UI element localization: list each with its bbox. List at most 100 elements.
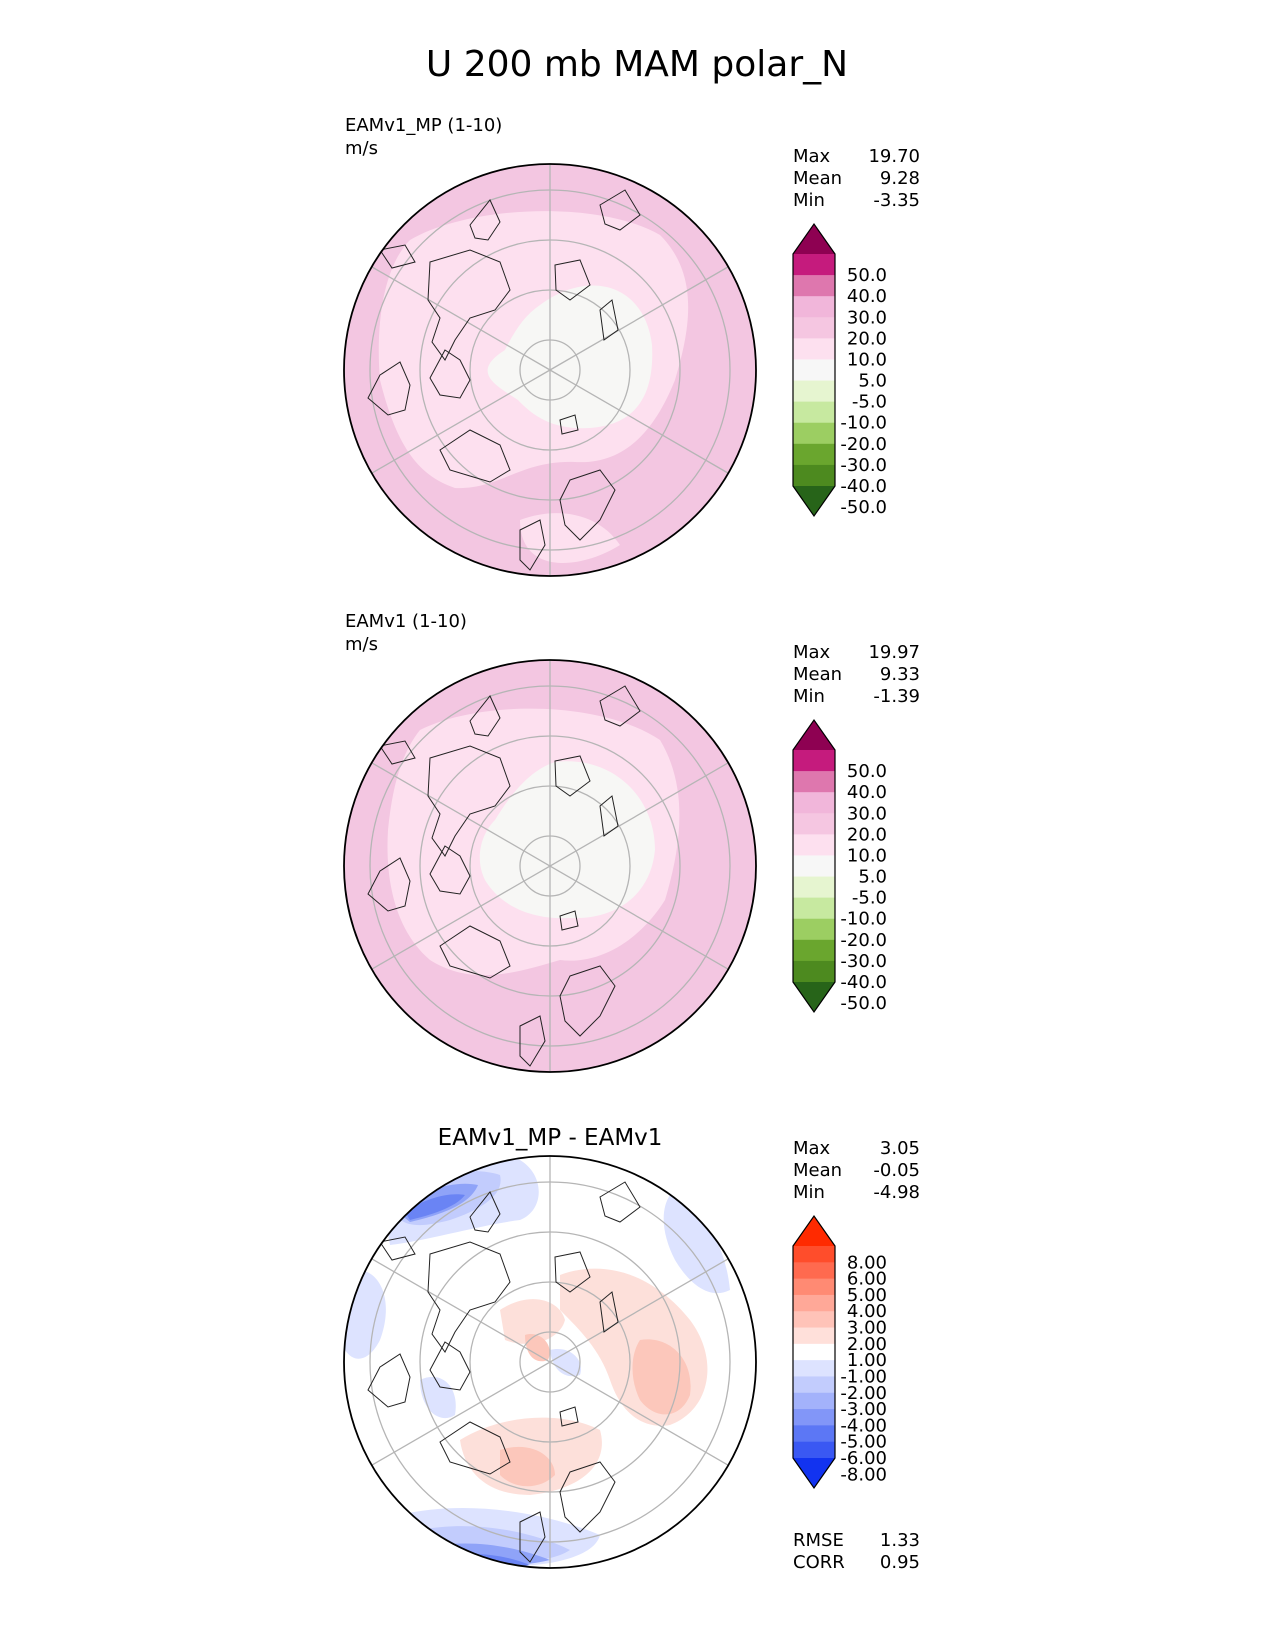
stat-label-min: Min: [793, 1182, 825, 1203]
stat-label-mean: Mean: [793, 1160, 842, 1181]
panel-2-stats: Max 19.97 Mean 9.33 Min -1.39: [793, 642, 920, 707]
colorbar-segment: [793, 317, 835, 339]
colorbar-tick: -5.0: [852, 888, 887, 909]
colorbar-segment: [793, 338, 835, 361]
field-region-5: [479, 761, 655, 919]
panel-3-colorbar: 8.00 6.00 5.00 4.00 3.00 2.00 1.00 -1.00…: [792, 1214, 887, 1490]
colorbar-extend-max: [793, 1216, 835, 1246]
stat-value-mean: 9.33: [880, 664, 920, 685]
panel-2-colorbar: 50.0 40.0 30.0 20.0 10.0 5.0 -5.0 -10.0 …: [792, 718, 887, 1014]
colorbar-segment: [793, 1327, 835, 1345]
stat-value-max: 19.70: [868, 146, 920, 167]
colorbar-segment: [793, 443, 835, 466]
stat-value-mean: -0.05: [873, 1160, 920, 1181]
coastlines: [367, 1181, 641, 1563]
colorbar-tick: 2.00: [847, 1334, 887, 1355]
colorbar-tick: 30.0: [847, 307, 887, 328]
colorbar-segment: [793, 380, 835, 403]
colorbar-tick: -50.0: [840, 497, 887, 518]
panel-3-stats: Max 3.05 Mean -0.05 Min -4.98: [793, 1138, 920, 1203]
colorbar-segment: [793, 813, 835, 835]
colorbar-extend-min: [793, 486, 835, 516]
field-region-1: [460, 1268, 708, 1495]
field-region-2: [500, 1334, 691, 1487]
colorbar-tick: 5.0: [858, 371, 887, 392]
map-boundary: [343, 163, 757, 577]
colorbar-tick: 1.00: [847, 1350, 887, 1371]
colorbar-outline: [792, 1214, 836, 1490]
colorbar-tick: 8.00: [847, 1252, 887, 1273]
colorbar-tick: 6.00: [847, 1269, 887, 1290]
graticule: [359, 164, 741, 576]
colorbar-segment: [793, 464, 835, 487]
colorbar-segment: [793, 1246, 835, 1263]
colorbar-segment: [793, 792, 835, 814]
colorbar-tick: 30.0: [847, 803, 887, 824]
colorbar-tick: -8.00: [840, 1464, 887, 1485]
colorbar-tick: -1.00: [840, 1366, 887, 1387]
panel-2-map: [343, 659, 757, 1073]
stat-value-mean: 9.28: [880, 168, 920, 189]
stat-label-max: Max: [793, 146, 831, 167]
panel-2-title: EAMv1 (1-10): [345, 611, 467, 632]
colorbar-tick: -20.0: [840, 930, 887, 951]
colorbar-extend-min: [793, 1458, 835, 1488]
colorbar-segment: [793, 855, 835, 878]
stat-label-mean: Mean: [793, 664, 842, 685]
colorbar-tick: -10.0: [840, 909, 887, 930]
coastlines: [367, 189, 641, 571]
colorbar-segment: [793, 296, 835, 318]
colorbar-tick: 50.0: [847, 761, 887, 782]
colorbar-tick: 20.0: [847, 824, 887, 845]
panel-3-map: [343, 1155, 757, 1569]
colorbar-segment: [793, 1262, 835, 1280]
metric-value-rmse: 1.33: [880, 1530, 920, 1551]
colorbar-segment: [793, 401, 835, 424]
colorbar-tick: 40.0: [847, 782, 887, 803]
field-region-m3: [395, 1183, 550, 1565]
stat-label-max: Max: [793, 1138, 831, 1159]
colorbar-segment: [793, 1343, 835, 1361]
colorbar-segment: [793, 876, 835, 899]
colorbar-segment: [793, 422, 835, 445]
colorbar-tick: 50.0: [847, 265, 887, 286]
colorbar-segment: [793, 275, 835, 297]
stat-value-min: -3.35: [873, 190, 920, 211]
colorbar-segment: [793, 750, 835, 772]
colorbar-tick: -40.0: [840, 972, 887, 993]
stat-value-max: 19.97: [868, 642, 920, 663]
stat-label-min: Min: [793, 190, 825, 211]
colorbar-tick: 5.0: [858, 867, 887, 888]
panel-1-colorbar: 50.0 40.0 30.0 20.0 10.0 5.0 -5.0 -10.0 …: [792, 222, 887, 518]
panel-3: EAMv1_MP - EAMv1 Max 3.05 Mean -0.05 Min…: [343, 1125, 920, 1573]
stat-label-max: Max: [793, 642, 831, 663]
colorbar-outline: [792, 222, 836, 518]
metric-label-rmse: RMSE: [793, 1530, 844, 1551]
colorbar-tick: 4.00: [847, 1301, 887, 1322]
stat-label-min: Min: [793, 686, 825, 707]
colorbar-tick: 3.00: [847, 1318, 887, 1339]
panel-1: EAMv1_MP (1-10) m/s Max 19.70 Mean 9.28 …: [343, 115, 920, 577]
colorbar-extend-min: [793, 982, 835, 1012]
colorbar-segment: [793, 939, 835, 962]
panel-1-map: [343, 163, 757, 577]
colorbar-tick: 20.0: [847, 328, 887, 349]
panel-1-title: EAMv1_MP (1-10): [345, 115, 502, 136]
colorbar-segment: [793, 834, 835, 857]
colorbar-tick: -5.00: [840, 1432, 887, 1453]
field-region-5: [487, 285, 653, 429]
colorbar-tick: -50.0: [840, 993, 887, 1014]
colorbar-tick: -10.0: [840, 413, 887, 434]
graticule: [359, 1156, 741, 1568]
panel-3-title: EAMv1_MP - EAMv1: [438, 1125, 663, 1151]
stat-value-max: 3.05: [880, 1138, 920, 1159]
colorbar-tick: -4.00: [840, 1415, 887, 1436]
colorbar-segment: [793, 1409, 835, 1426]
colorbar-tick: -2.00: [840, 1383, 887, 1404]
graticule: [359, 660, 741, 1072]
colorbar-extend-max: [793, 224, 835, 254]
panel-3-metrics: RMSE 1.33 CORR 0.95: [793, 1530, 920, 1573]
colorbar-tick-labels: 50.0 40.0 30.0 20.0 10.0 5.0 -5.0 -10.0 …: [840, 761, 887, 1014]
colorbar-segment: [793, 1311, 835, 1329]
colorbar-tick: -3.00: [840, 1399, 887, 1420]
